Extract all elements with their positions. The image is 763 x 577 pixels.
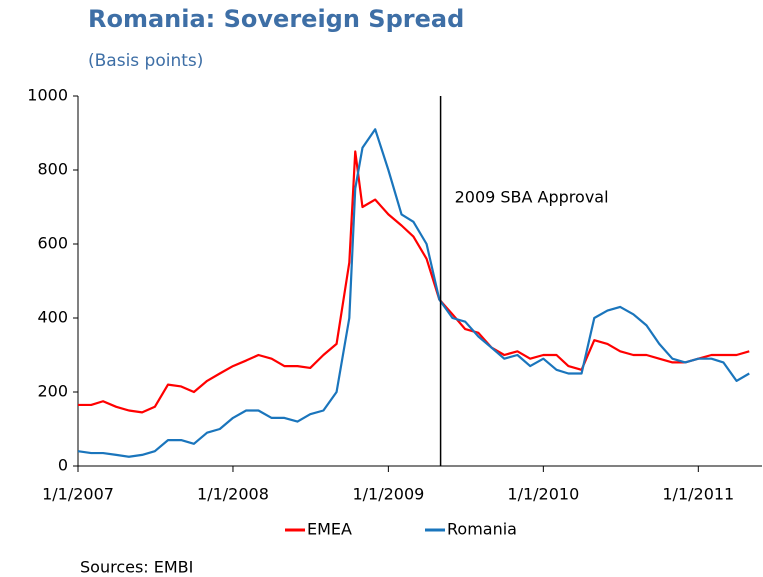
x-tick-label: 1/1/2007: [42, 485, 114, 504]
x-tick-label: 1/1/2009: [352, 485, 424, 504]
legend-label: EMEA: [307, 520, 352, 539]
y-tick-label: 800: [37, 160, 68, 179]
y-tick-label: 600: [37, 234, 68, 253]
x-tick-label: 1/1/2011: [662, 485, 734, 504]
y-tick-label: 1000: [27, 86, 68, 105]
series-line: [77, 128, 750, 458]
chart-title: Romania: Sovereign Spread: [88, 5, 464, 33]
series-line: [78, 150, 750, 414]
y-tick-label: 400: [37, 308, 68, 327]
chart-subtitle: (Basis points): [88, 51, 203, 71]
y-tick-label: 0: [58, 456, 68, 475]
y-tick-label: 200: [37, 382, 68, 401]
source-note: Sources: EMBI: [80, 558, 193, 577]
legend-label: Romania: [447, 520, 517, 539]
x-tick-label: 1/1/2008: [197, 485, 269, 504]
annotation-label: 2009 SBA Approval: [455, 188, 609, 207]
x-tick-label: 1/1/2010: [507, 485, 579, 504]
